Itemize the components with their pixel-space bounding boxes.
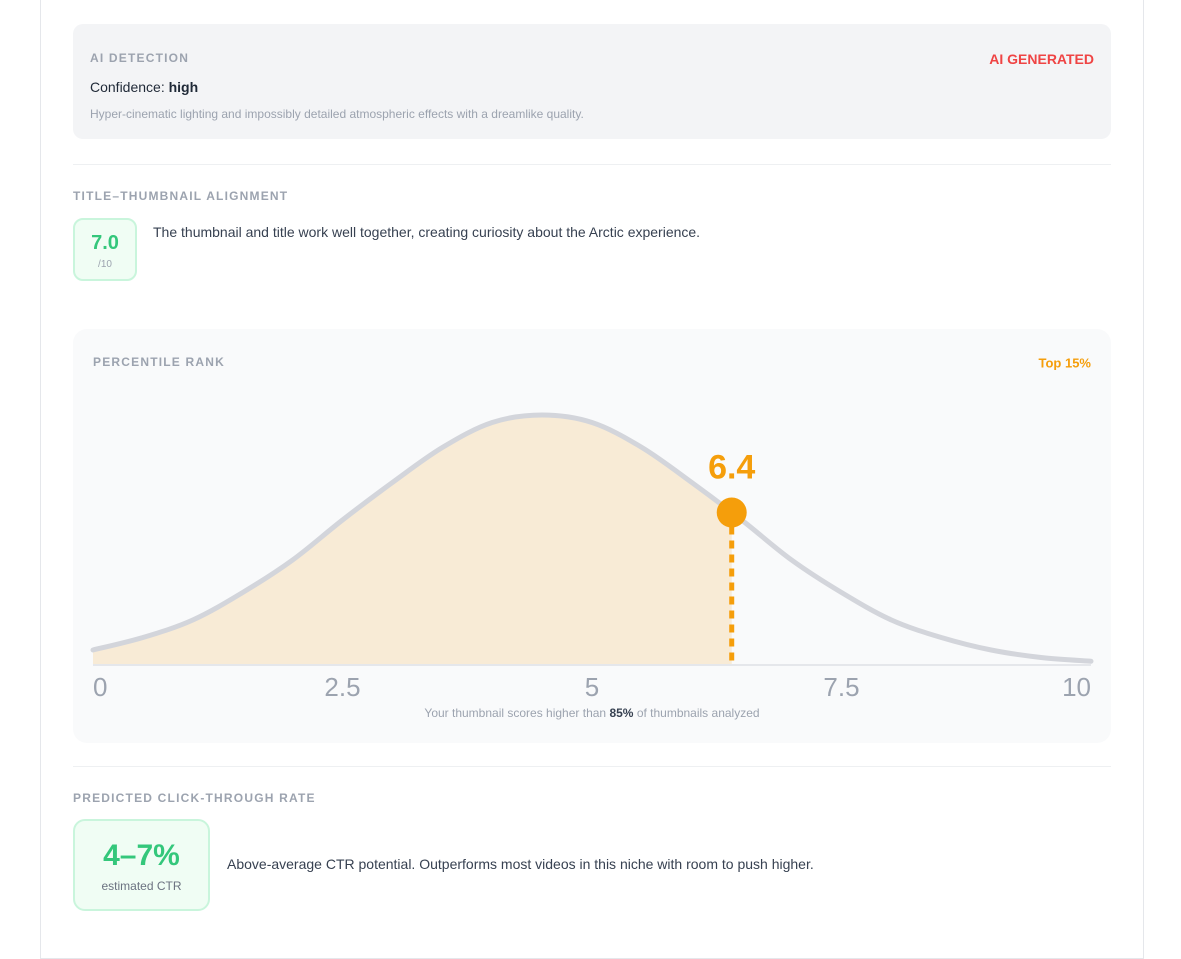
alignment-text: The thumbnail and title work well togeth… — [153, 224, 701, 240]
percentile-chart: PERCENTILE RANK Top 15% Your thumbnail s… — [90, 355, 1094, 720]
ctr-box: 4–7% estimated CTR — [73, 819, 210, 911]
note-text: of thumbnails analyzed — [637, 706, 760, 720]
ctr-caption: estimated CTR — [101, 879, 182, 893]
note-value: 85% — [609, 706, 633, 720]
marker-label: 6.4 — [708, 448, 755, 486]
confidence-label: Confidence: — [90, 79, 165, 95]
score: 7.0 — [91, 232, 119, 254]
x-tick-label: 2.5 — [324, 672, 360, 702]
note-text: Your thumbnail scores higher than — [424, 706, 606, 720]
marker-dot — [716, 497, 747, 528]
ai-detection-panel — [73, 24, 1111, 139]
area-fill — [93, 415, 732, 665]
divider — [73, 164, 1111, 165]
x-tick-label: 0 — [93, 672, 107, 702]
curve-line — [90, 412, 1094, 664]
section-label: AI DETECTION — [90, 51, 190, 65]
score-box: 7.0 /10 — [73, 218, 137, 281]
score-scale: /10 — [98, 259, 112, 270]
confidence-value: high — [168, 79, 199, 95]
section-label: TITLE–THUMBNAIL ALIGNMENT — [73, 189, 289, 203]
confidence-row: Confidence: high — [90, 79, 198, 95]
divider — [73, 766, 1111, 767]
ctr-text: Above-average CTR potential. Outperforms… — [227, 856, 814, 872]
description: Hyper-cinematic lighting and impossibly … — [90, 107, 584, 121]
x-tick-label: 10 — [1062, 672, 1091, 702]
percentile-badge: Top 15% — [1039, 355, 1092, 370]
x-tick-label: 7.5 — [823, 672, 859, 702]
section-label: PREDICTED CLICK-THROUGH RATE — [73, 791, 316, 805]
verdict: AI GENERATED — [989, 51, 1094, 67]
x-tick-label: 5 — [585, 672, 599, 702]
chart-note: Your thumbnail scores higher than 85% of… — [424, 706, 759, 720]
ctr-range: 4–7% — [103, 839, 180, 872]
chart-title: PERCENTILE RANK — [93, 355, 225, 369]
